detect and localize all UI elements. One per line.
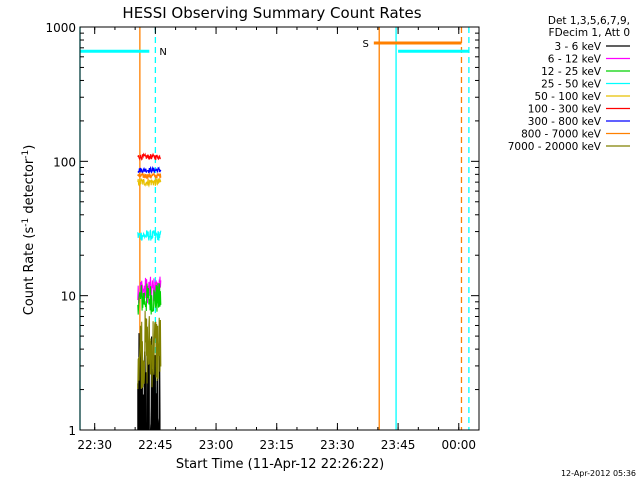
x-tick-label-0: 22:30: [77, 438, 112, 452]
y-axis-label-main: Count Rate (s: [22, 227, 37, 316]
series-line-4: [137, 177, 162, 188]
y-axis-label-sup1: -1: [21, 218, 31, 227]
series-line-7: [137, 171, 162, 181]
series-line-3: [137, 229, 162, 241]
legend-label-3: 25 - 50 keV: [541, 79, 602, 91]
y-axis-label: Count Rate (s-1 detector-1): [21, 145, 37, 316]
legend: Det 1,3,5,6,7,9,FDecim 1, Att 0 3 - 6 keV…: [508, 15, 630, 153]
legend-label-4: 50 - 100 keV: [534, 91, 601, 103]
legend-header-1: FDecim 1, Att 0: [549, 27, 630, 39]
legend-label-5: 100 - 300 keV: [528, 104, 602, 116]
footer-timestamp: 12-Apr-2012 05:36: [561, 469, 636, 478]
legend-label-1: 6 - 12 keV: [548, 54, 602, 66]
chart-title: HESSI Observing Summary Count Rates: [122, 4, 421, 22]
legend-header-0: Det 1,3,5,6,7,9,: [548, 15, 630, 27]
legend-label-7: 800 - 7000 keV: [521, 129, 602, 141]
x-tick-label-1: 22:45: [138, 438, 173, 452]
legend-label-2: 12 - 25 keV: [541, 66, 602, 78]
flag-label-S: S: [363, 39, 369, 50]
y-tick-label-1: 10: [61, 290, 76, 304]
series-line-2: [137, 283, 162, 315]
y-tick-label-0: 1: [68, 424, 76, 438]
y-axis-label-sup2: -1: [21, 150, 31, 159]
series-line-5: [137, 152, 161, 161]
series-line-8: [137, 310, 162, 390]
axes: 22:30 22:45 23:00 23:15 23:30 23:45 00:00 1 10 10…: [45, 21, 480, 452]
series-line-1: [137, 276, 162, 304]
x-tick-label-6: 00:00: [441, 438, 476, 452]
plot-area: NS: [79, 27, 470, 431]
series-line-6: [137, 165, 162, 175]
x-tick-label-4: 23:30: [320, 438, 355, 452]
y-axis-label-mid: detector: [22, 158, 37, 218]
y-axis-label-end: ): [22, 145, 37, 150]
y-tick-label-2: 100: [53, 155, 76, 169]
flag-label-N: N: [159, 47, 166, 58]
plot-frame: [79, 26, 480, 431]
x-tick-label-3: 23:15: [259, 438, 294, 452]
x-tick-label-5: 23:45: [381, 438, 416, 452]
legend-label-6: 300 - 800 keV: [528, 116, 602, 128]
legend-label-0: 3 - 6 keV: [554, 41, 601, 53]
x-tick-label-2: 23:00: [199, 438, 234, 452]
legend-label-8: 7000 - 20000 keV: [508, 141, 602, 153]
y-tick-label-3: 1000: [45, 21, 76, 35]
x-axis-label: Start Time (11-Apr-12 22:26:22): [176, 457, 384, 472]
